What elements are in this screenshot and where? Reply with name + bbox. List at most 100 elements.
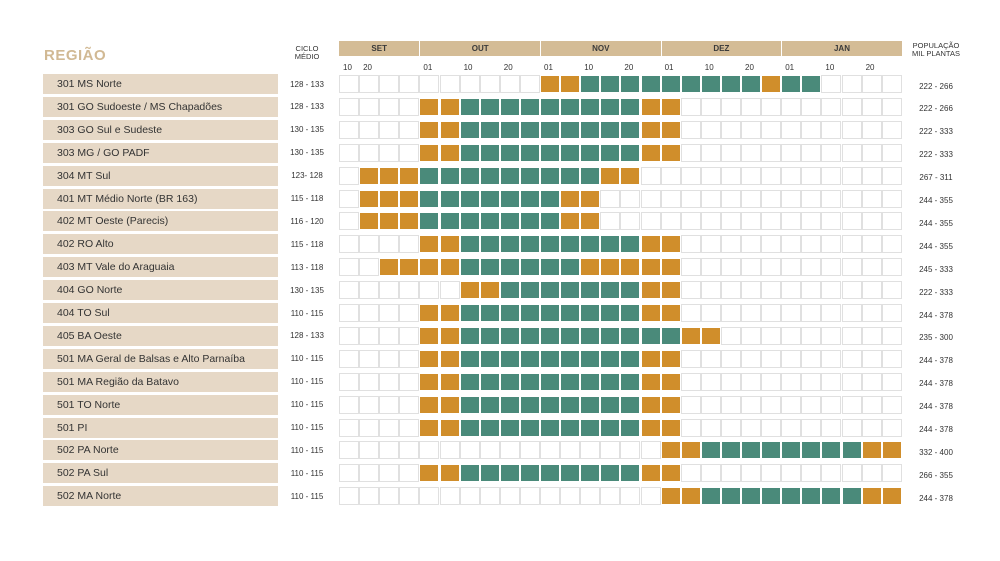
cell-empty: [359, 441, 380, 460]
cell-green: [419, 166, 440, 185]
cell-orange: [439, 349, 460, 368]
cell-empty: [761, 395, 782, 414]
cell-green: [540, 166, 560, 185]
cell-empty: [821, 326, 842, 345]
month-header-set: SET: [339, 41, 420, 56]
cell-empty: [419, 487, 440, 506]
cell-empty: [781, 97, 802, 116]
day-tick-label: 20: [503, 63, 513, 72]
cell-empty: [439, 487, 460, 506]
cell-empty: [881, 189, 902, 208]
cell-empty: [801, 349, 822, 368]
cell-empty: [379, 235, 400, 254]
cell-empty: [720, 97, 741, 116]
cell-empty: [801, 372, 822, 391]
cell-orange: [660, 441, 681, 460]
cell-orange: [640, 349, 661, 368]
cell-green: [600, 326, 621, 345]
cell-empty: [499, 441, 520, 460]
cell-empty: [861, 212, 882, 231]
cycle-value: 113 - 118: [290, 262, 324, 272]
region-label: 502 MA Norte: [43, 486, 278, 507]
cell-green: [580, 281, 601, 300]
cell-green: [580, 418, 601, 437]
cell-empty: [339, 326, 359, 345]
cell-green: [459, 166, 480, 185]
cell-empty: [459, 75, 480, 93]
cell-empty: [861, 326, 882, 345]
cell-orange: [640, 395, 661, 414]
cell-green: [499, 97, 520, 116]
cell-empty: [781, 395, 802, 414]
region-label: 402 MT Oeste (Parecis): [43, 211, 278, 232]
cell-orange: [439, 326, 460, 345]
cell-empty: [339, 441, 359, 460]
cell-orange: [640, 143, 661, 162]
cell-empty: [359, 418, 380, 437]
cell-empty: [399, 97, 420, 116]
cell-empty: [560, 487, 581, 506]
cell-orange: [439, 304, 460, 322]
cell-orange: [379, 189, 400, 208]
cycle-value: 130 - 135: [290, 125, 324, 135]
cell-empty: [479, 441, 500, 460]
cell-empty: [339, 487, 359, 506]
cell-green: [801, 75, 822, 93]
cell-empty: [720, 258, 741, 277]
cell-empty: [620, 212, 641, 231]
cell-empty: [861, 464, 882, 483]
cell-green: [499, 464, 520, 483]
cell-empty: [741, 235, 761, 254]
cell-green: [761, 441, 782, 460]
cell-green: [540, 395, 560, 414]
cell-empty: [680, 258, 701, 277]
cell-orange: [419, 97, 440, 116]
month-header-out: OUT: [419, 41, 540, 56]
cell-empty: [781, 212, 802, 231]
cell-orange: [439, 372, 460, 391]
cell-green: [499, 304, 520, 322]
cell-empty: [359, 235, 380, 254]
cell-empty: [700, 120, 721, 139]
cell-empty: [881, 258, 902, 277]
cell-empty: [861, 189, 882, 208]
region-label: 301 MS Norte: [43, 74, 278, 94]
cell-green: [720, 441, 741, 460]
cell-orange: [399, 258, 420, 277]
cell-green: [540, 418, 560, 437]
cell-empty: [720, 418, 741, 437]
cell-green: [620, 75, 641, 93]
cell-empty: [379, 326, 400, 345]
cell-empty: [680, 395, 701, 414]
cell-empty: [700, 349, 721, 368]
cell-empty: [881, 235, 902, 254]
cell-green: [700, 441, 721, 460]
cell-green: [560, 464, 581, 483]
cell-green: [580, 75, 601, 93]
cell-green: [741, 487, 761, 506]
day-tick-label: 10: [825, 63, 835, 72]
day-tick-label: 20: [865, 63, 875, 72]
cell-green: [519, 464, 540, 483]
cell-green: [459, 120, 480, 139]
cell-empty: [359, 372, 380, 391]
cell-green: [519, 166, 540, 185]
cell-orange: [640, 418, 661, 437]
cell-orange: [640, 258, 661, 277]
cell-green: [600, 395, 621, 414]
cell-empty: [339, 281, 359, 300]
cell-empty: [841, 212, 862, 231]
cell-orange: [680, 487, 701, 506]
cell-empty: [680, 418, 701, 437]
cell-green: [560, 235, 581, 254]
cell-empty: [519, 487, 540, 506]
cell-empty: [861, 304, 882, 322]
ciclo-header-line1: CICLO: [295, 44, 319, 53]
cell-orange: [660, 464, 681, 483]
cell-empty: [700, 166, 721, 185]
cell-empty: [379, 349, 400, 368]
cell-green: [479, 395, 500, 414]
cell-empty: [761, 143, 782, 162]
cell-empty: [339, 75, 359, 93]
cell-empty: [861, 97, 882, 116]
